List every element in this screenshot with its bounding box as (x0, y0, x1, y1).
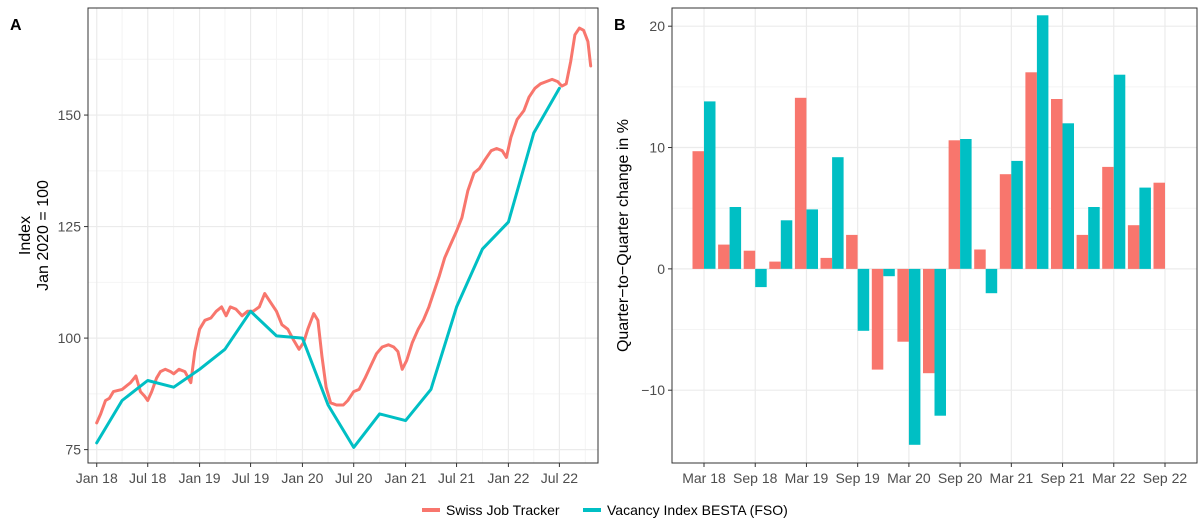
bar-besta (729, 207, 742, 269)
bar-besta (780, 220, 793, 269)
panel-b-tag: B (614, 17, 626, 34)
bar-tracker (1051, 99, 1063, 269)
series-line-vacancy-index-besta-fso- (95, 86, 561, 449)
y-tick-label: 100 (58, 330, 82, 346)
bar-tracker (974, 249, 986, 269)
x-tick-label: Mar 22 (1092, 470, 1136, 486)
y-tick-label: 20 (649, 18, 665, 34)
legend-label: Swiss Job Tracker (446, 502, 560, 518)
x-tick-label: Jul 18 (129, 470, 167, 486)
panel-b: −10 0 10 20 Mar 18 Sep 18 Mar 19 Sep 19 Mar 20 Se… (614, 7, 1198, 486)
bar-tracker (999, 174, 1012, 269)
x-tick-label: Sep 20 (938, 470, 983, 486)
x-tick-label: Jul 21 (438, 470, 476, 486)
y-axis-label-line: Index (17, 216, 34, 255)
y-tick-label: 0 (657, 261, 665, 277)
bar-tracker (871, 268, 884, 370)
bar-tracker (718, 244, 730, 269)
x-tick-label: Jul 22 (541, 470, 579, 486)
x-tick-label: Sep 22 (1143, 470, 1188, 486)
bar-besta (1036, 15, 1049, 269)
bar-tracker (923, 268, 935, 374)
y-axis-label: Quarter−to−Quarter change in % (615, 119, 632, 352)
panel-a-tag: A (10, 17, 22, 34)
bar-besta (985, 268, 998, 294)
bar-besta (704, 101, 716, 269)
bar-besta (1088, 207, 1100, 269)
bar-tracker (846, 234, 858, 269)
bar-besta (806, 209, 818, 269)
bar-besta (1011, 160, 1023, 269)
x-tick-label: Sep 19 (835, 470, 880, 486)
bar-besta (883, 268, 895, 277)
bar-besta (1113, 74, 1126, 269)
panel-a-border (87, 7, 599, 464)
bar-tracker (1025, 72, 1037, 269)
x-tick-label: Jan 22 (487, 470, 529, 486)
bar-besta (857, 268, 870, 331)
bar-tracker (897, 268, 909, 342)
x-tick-label: Mar 21 (990, 470, 1034, 486)
bar-tracker (1102, 166, 1114, 269)
y-tick-label: −10 (641, 382, 665, 398)
bar-tracker (794, 97, 807, 269)
x-tick-label: Jan 20 (281, 470, 323, 486)
bar-tracker (1153, 182, 1165, 269)
bar-besta (1139, 187, 1151, 269)
bar-besta (1062, 123, 1074, 269)
bar-besta (832, 157, 844, 269)
x-tick-label: Mar 20 (887, 470, 931, 486)
bar-besta (960, 139, 972, 269)
bar-tracker (1127, 225, 1140, 269)
y-tick-label: 75 (65, 442, 81, 458)
x-tick-label: Jan 19 (179, 470, 221, 486)
bar-besta (908, 268, 921, 445)
legend: Swiss Job Tracker Vacancy Index BESTA (FS… (422, 502, 788, 518)
x-tick-label: Mar 19 (785, 470, 829, 486)
series-line-swiss-job-tracker (95, 26, 593, 425)
bar-tracker (820, 257, 832, 269)
bar-tracker (743, 250, 756, 269)
bar-tracker (948, 140, 961, 269)
y-tick-label: 10 (649, 140, 665, 156)
panel-b-border (671, 7, 1198, 464)
x-tick-label: Jan 21 (385, 470, 427, 486)
y-tick-label: 150 (58, 107, 82, 123)
x-tick-label: Jul 20 (335, 470, 373, 486)
y-axis-label-line: Jan 2020 = 100 (35, 180, 52, 291)
bar-besta (755, 268, 767, 288)
panel-a: 75 100 125 150 Jan 18 Jul 18 Jan 19 Jul 19 Jan 2… (10, 7, 599, 486)
y-tick-label: 125 (58, 219, 82, 235)
x-tick-label: Sep 18 (733, 470, 778, 486)
bar-tracker (769, 261, 781, 269)
x-tick-label: Jan 18 (76, 470, 118, 486)
y-axis-label: IndexJan 2020 = 100 (17, 180, 52, 291)
x-tick-label: Sep 21 (1040, 470, 1085, 486)
bar-tracker (692, 151, 704, 269)
x-tick-label: Mar 18 (682, 470, 726, 486)
bar-tracker (1076, 234, 1089, 269)
bar-besta (934, 268, 946, 416)
x-tick-label: Jul 19 (232, 470, 270, 486)
legend-label: Vacancy Index BESTA (FSO) (607, 502, 788, 518)
